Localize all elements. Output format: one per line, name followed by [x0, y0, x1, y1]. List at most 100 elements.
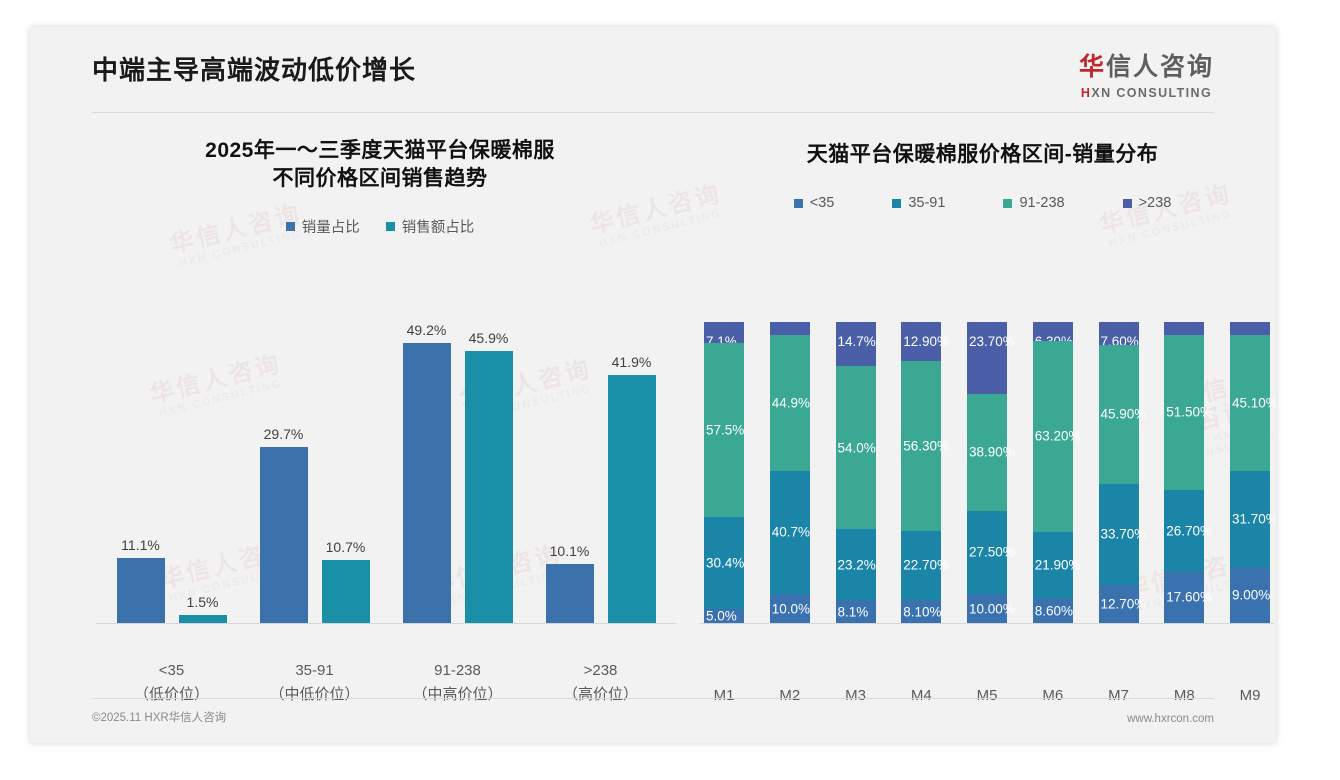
stacked-bar-segment[interactable]: 4.4% — [769, 322, 810, 349]
stacked-bar-segment-label: 12.90% — [903, 334, 950, 349]
bar-rect[interactable] — [545, 564, 594, 624]
bar-column[interactable]: 10.7% — [321, 322, 370, 624]
stacked-bar-segment[interactable]: 27.50% — [967, 510, 1015, 594]
x-axis-tick-label: 91-238 — [434, 662, 481, 679]
logo-en-red: H — [1080, 86, 1092, 100]
bar-value-label: 49.2% — [406, 322, 447, 338]
bar-rect[interactable] — [116, 558, 165, 624]
header-divider — [92, 112, 1214, 113]
bar-rect[interactable] — [178, 615, 227, 624]
stacked-bar-segment[interactable]: 56.30% — [901, 360, 949, 531]
stacked-bar-segment[interactable]: 22.70% — [901, 530, 949, 600]
bar-rect[interactable] — [402, 343, 451, 624]
legend-label: 35-91 — [908, 195, 946, 212]
stacked-bar-segment[interactable]: 45.10% — [1230, 334, 1276, 471]
stacked-bar-column[interactable]: 12.90% 56.30% 22.70% 8.10% — [901, 322, 949, 624]
stacked-bar-segment[interactable]: 30.4% — [704, 517, 744, 609]
stacked-bar-segment[interactable]: 6.30% — [1032, 322, 1073, 349]
grouped-bar-plot-area: 11.1% 1.5% 29.7% 10.7% — [100, 322, 672, 624]
stacked-bar-segment[interactable]: 4.20% — [1164, 322, 1205, 349]
stacked-bar-segment[interactable]: 33.70% — [1098, 483, 1146, 586]
x-axis-tick-sublabel: （高价位） — [562, 686, 638, 703]
bar-column[interactable]: 1.5% — [178, 322, 227, 624]
bar-value-label: 45.9% — [468, 330, 509, 346]
stacked-bar-segment[interactable]: 51.50% — [1164, 334, 1212, 491]
bar-rect[interactable] — [321, 560, 370, 624]
bar-column[interactable]: 45.9% — [464, 322, 513, 624]
footer-website[interactable]: www.hxrcon.com — [1127, 713, 1214, 725]
right-chart-x-axis-labels: M1 M2 M3 M4 M5 M6 M7 M8 M9 — [704, 687, 1270, 704]
stacked-bar-segment[interactable]: 9.00% — [1230, 566, 1270, 624]
stacked-bar-segment-label: 10.00% — [969, 601, 1015, 617]
stacked-bar-segment[interactable]: 21.90% — [1032, 531, 1081, 598]
stacked-bar-column[interactable]: 6.30% 63.20% 21.90% 8.60% — [1032, 322, 1081, 624]
stacked-bar-column[interactable]: 4.4% 44.9% 40.7% 10.0% — [769, 322, 810, 624]
stacked-bar-segment[interactable]: 10.0% — [769, 593, 810, 624]
page-title: 中端主导高端波动低价增长 — [92, 55, 417, 85]
x-axis-tick-label: M2 — [779, 687, 801, 704]
stacked-bar-segment[interactable]: 14.7% — [835, 322, 876, 367]
stacked-bar-segment[interactable]: 12.90% — [901, 322, 949, 361]
bar-rect[interactable] — [259, 447, 308, 624]
stacked-bar-column[interactable]: 7.1% 57.5% 30.4% 5.0% — [704, 322, 744, 624]
stacked-bar-segment[interactable]: 8.10% — [901, 599, 942, 624]
legend-item-91-238[interactable]: 91-238 — [1003, 195, 1065, 212]
stacked-bar-segment[interactable]: 40.7% — [769, 470, 810, 594]
bar-rect[interactable] — [464, 351, 513, 624]
stacked-bar-segment-label: 26.70% — [1166, 523, 1213, 538]
x-axis-tick-sublabel: （低价位） — [133, 686, 209, 703]
bar-value-label: 29.7% — [263, 426, 304, 442]
legend-item-under-35[interactable]: <35 — [793, 195, 834, 211]
bar-rect[interactable] — [607, 375, 656, 624]
stacked-bar-segment[interactable]: 17.60% — [1164, 570, 1212, 624]
stacked-bar-segment-label: 23.70% — [969, 334, 1015, 349]
stacked-bar-segment[interactable]: 54.0% — [835, 366, 876, 530]
stacked-bar-segment-label: 63.20% — [1034, 428, 1081, 444]
right-chart-panel: 天猫平台保暖棉服价格区间-销量分布 <35 35-91 91-238 >238 … — [690, 137, 1276, 717]
stacked-bar-segment[interactable]: 23.70% — [967, 322, 1015, 394]
stacked-bar-segment[interactable]: 8.60% — [1032, 598, 1073, 624]
stacked-bar-segment-label: 5.0% — [706, 608, 737, 624]
bar-column[interactable]: 49.2% — [402, 322, 451, 624]
stacked-bar-segment[interactable]: 45.90% — [1098, 344, 1146, 484]
bar-column[interactable]: 11.1% — [116, 322, 165, 624]
legend-swatch-icon — [285, 221, 295, 231]
stacked-bar-segment[interactable]: 57.5% — [704, 343, 744, 518]
stacked-bar-segment[interactable]: 63.20% — [1032, 341, 1081, 532]
bar-group: 10.1% 41.9% — [545, 322, 656, 624]
stacked-bar-segment[interactable]: 8.1% — [835, 599, 876, 624]
stacked-bar-segment-label: 33.70% — [1100, 526, 1147, 542]
legend-item-35-91[interactable]: 35-91 — [892, 195, 945, 211]
legend-label: 91-238 — [1019, 195, 1065, 212]
stacked-bar-segment[interactable]: 38.90% — [967, 393, 1015, 511]
stacked-bar-column[interactable]: 4.20% 51.50% 26.70% 17.60% — [1164, 322, 1212, 624]
legend-item-sales-volume[interactable]: 销量占比 — [285, 216, 360, 237]
stacked-bar-column[interactable]: 23.70% 38.90% 27.50% 10.00% — [967, 322, 1015, 624]
stacked-bar-segment-label: 51.50% — [1166, 404, 1213, 420]
legend-item-over-238[interactable]: >238 — [1122, 195, 1171, 211]
stacked-bar-segment[interactable]: 4.20% — [1230, 322, 1270, 349]
stacked-bar-column[interactable]: 4.20% 45.10% 31.70% 9.00% — [1230, 322, 1276, 624]
stacked-bar-segment[interactable]: 44.9% — [769, 335, 810, 471]
stacked-bar-segment[interactable]: 7.60% — [1098, 322, 1139, 349]
bar-column[interactable]: 10.1% — [545, 322, 594, 624]
legend-item-sales-amount[interactable]: 销售额占比 — [385, 216, 475, 237]
x-axis-line — [700, 623, 1274, 624]
stacked-bar-segment-label: 22.70% — [903, 557, 950, 573]
x-axis-tick-label: <35 — [158, 662, 185, 679]
stacked-bar-column[interactable]: 14.7% 54.0% 23.2% 8.1% — [835, 322, 876, 624]
stacked-bar-segment[interactable]: 12.70% — [1098, 585, 1146, 624]
right-chart-legend: <35 35-91 91-238 >238 — [690, 195, 1275, 211]
stacked-bar-segment[interactable]: 23.2% — [835, 529, 876, 600]
stacked-bar-segment[interactable]: 10.00% — [967, 593, 1015, 624]
stacked-bar-segment-label: 27.50% — [969, 544, 1015, 560]
legend-label: 销售额占比 — [401, 219, 475, 236]
stacked-bar-segment[interactable]: 5.0% — [704, 608, 744, 624]
bar-column[interactable]: 41.9% — [607, 322, 656, 624]
stacked-bar-segment[interactable]: 26.70% — [1164, 490, 1212, 571]
stacked-bar-column[interactable]: 7.60% 45.90% 33.70% 12.70% — [1098, 322, 1146, 624]
stacked-bar-segment[interactable]: 7.1% — [704, 322, 744, 349]
stacked-bar-plot-area: 7.1% 57.5% 30.4% 5.0% 4.4% 44.9% 40.7% 10.0% 14.… — [704, 322, 1276, 624]
bar-column[interactable]: 29.7% — [259, 322, 308, 624]
stacked-bar-segment[interactable]: 31.70% — [1230, 470, 1276, 567]
